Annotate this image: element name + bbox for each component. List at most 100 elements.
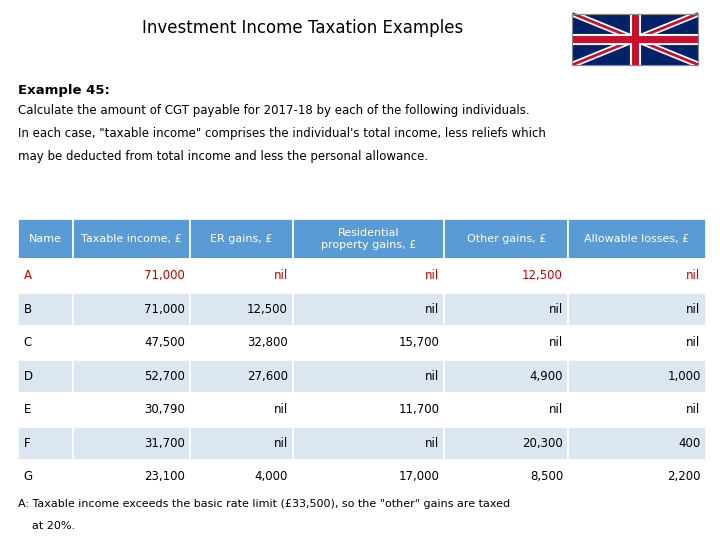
Text: nil: nil (425, 437, 439, 450)
FancyBboxPatch shape (73, 427, 190, 460)
Text: A: Taxable income exceeds the basic rate limit (£33,500), so the "other" gains a: A: Taxable income exceeds the basic rate… (18, 499, 510, 509)
FancyBboxPatch shape (18, 326, 73, 360)
FancyBboxPatch shape (293, 460, 444, 494)
FancyBboxPatch shape (444, 259, 568, 293)
FancyBboxPatch shape (568, 360, 706, 393)
FancyBboxPatch shape (190, 427, 293, 460)
Text: 71,000: 71,000 (144, 303, 185, 316)
Text: nil: nil (686, 336, 701, 349)
Text: Name: Name (29, 234, 62, 244)
FancyBboxPatch shape (18, 460, 73, 494)
FancyBboxPatch shape (568, 393, 706, 427)
FancyBboxPatch shape (18, 219, 73, 259)
Text: nil: nil (686, 269, 701, 282)
Text: nil: nil (274, 437, 288, 450)
FancyBboxPatch shape (293, 293, 444, 326)
FancyBboxPatch shape (293, 326, 444, 360)
Text: 52,700: 52,700 (144, 370, 185, 383)
FancyBboxPatch shape (190, 460, 293, 494)
Text: Residential
property gains, £: Residential property gains, £ (321, 228, 416, 249)
Text: 4,000: 4,000 (255, 470, 288, 483)
Text: nil: nil (549, 336, 563, 349)
FancyBboxPatch shape (293, 259, 444, 293)
Text: 11,700: 11,700 (398, 403, 439, 416)
FancyBboxPatch shape (18, 393, 73, 427)
FancyBboxPatch shape (73, 219, 190, 259)
FancyBboxPatch shape (190, 326, 293, 360)
FancyBboxPatch shape (18, 293, 73, 326)
FancyBboxPatch shape (73, 326, 190, 360)
Text: nil: nil (425, 370, 439, 383)
Text: In each case, "taxable income" comprises the individual's total income, less rel: In each case, "taxable income" comprises… (18, 127, 546, 140)
FancyBboxPatch shape (444, 326, 568, 360)
FancyBboxPatch shape (190, 219, 293, 259)
Text: 17,000: 17,000 (398, 470, 439, 483)
Text: 23,100: 23,100 (144, 470, 185, 483)
Text: Example 45:: Example 45: (18, 84, 110, 97)
FancyBboxPatch shape (572, 14, 698, 65)
FancyBboxPatch shape (73, 393, 190, 427)
FancyBboxPatch shape (568, 427, 706, 460)
Text: A: A (24, 269, 32, 282)
Text: F: F (24, 437, 30, 450)
FancyBboxPatch shape (293, 393, 444, 427)
Text: Other gains, £: Other gains, £ (467, 234, 546, 244)
FancyBboxPatch shape (568, 326, 706, 360)
Text: 20,300: 20,300 (522, 437, 563, 450)
Text: nil: nil (274, 403, 288, 416)
FancyBboxPatch shape (568, 293, 706, 326)
Text: 47,500: 47,500 (144, 336, 185, 349)
FancyBboxPatch shape (190, 293, 293, 326)
FancyBboxPatch shape (568, 259, 706, 293)
FancyBboxPatch shape (444, 293, 568, 326)
FancyBboxPatch shape (444, 460, 568, 494)
Text: nil: nil (425, 303, 439, 316)
Text: 31,700: 31,700 (144, 437, 185, 450)
Text: Taxable income, £: Taxable income, £ (81, 234, 182, 244)
FancyBboxPatch shape (73, 460, 190, 494)
Text: 15,700: 15,700 (398, 336, 439, 349)
Text: nil: nil (274, 269, 288, 282)
Text: C: C (24, 336, 32, 349)
Text: nil: nil (549, 403, 563, 416)
Text: D: D (24, 370, 33, 383)
FancyBboxPatch shape (190, 360, 293, 393)
FancyBboxPatch shape (568, 460, 706, 494)
Text: 4,900: 4,900 (529, 370, 563, 383)
FancyBboxPatch shape (18, 427, 73, 460)
FancyBboxPatch shape (190, 259, 293, 293)
FancyBboxPatch shape (568, 219, 706, 259)
FancyBboxPatch shape (190, 393, 293, 427)
Text: 27,600: 27,600 (247, 370, 288, 383)
Text: 12,500: 12,500 (522, 269, 563, 282)
FancyBboxPatch shape (18, 360, 73, 393)
Text: at 20%.: at 20%. (18, 521, 75, 531)
Text: nil: nil (686, 403, 701, 416)
FancyBboxPatch shape (293, 427, 444, 460)
FancyBboxPatch shape (444, 219, 568, 259)
Text: ER gains, £: ER gains, £ (210, 234, 273, 244)
Text: 12,500: 12,500 (247, 303, 288, 316)
FancyBboxPatch shape (18, 259, 73, 293)
Text: G: G (24, 470, 33, 483)
Text: B: B (24, 303, 32, 316)
Text: nil: nil (686, 303, 701, 316)
Text: nil: nil (549, 303, 563, 316)
FancyBboxPatch shape (293, 360, 444, 393)
Text: Calculate the amount of CGT payable for 2017-18 by each of the following individ: Calculate the amount of CGT payable for … (18, 104, 530, 117)
FancyBboxPatch shape (73, 360, 190, 393)
Text: nil: nil (425, 269, 439, 282)
FancyBboxPatch shape (73, 293, 190, 326)
Text: E: E (24, 403, 31, 416)
Text: may be deducted from total income and less the personal allowance.: may be deducted from total income and le… (18, 150, 428, 163)
Text: 32,800: 32,800 (247, 336, 288, 349)
FancyBboxPatch shape (444, 360, 568, 393)
FancyBboxPatch shape (293, 219, 444, 259)
Text: Investment Income Taxation Examples: Investment Income Taxation Examples (142, 19, 463, 37)
Text: 1,000: 1,000 (667, 370, 701, 383)
Text: 71,000: 71,000 (144, 269, 185, 282)
Text: 400: 400 (678, 437, 701, 450)
FancyBboxPatch shape (444, 427, 568, 460)
Text: 2,200: 2,200 (667, 470, 701, 483)
FancyBboxPatch shape (444, 393, 568, 427)
